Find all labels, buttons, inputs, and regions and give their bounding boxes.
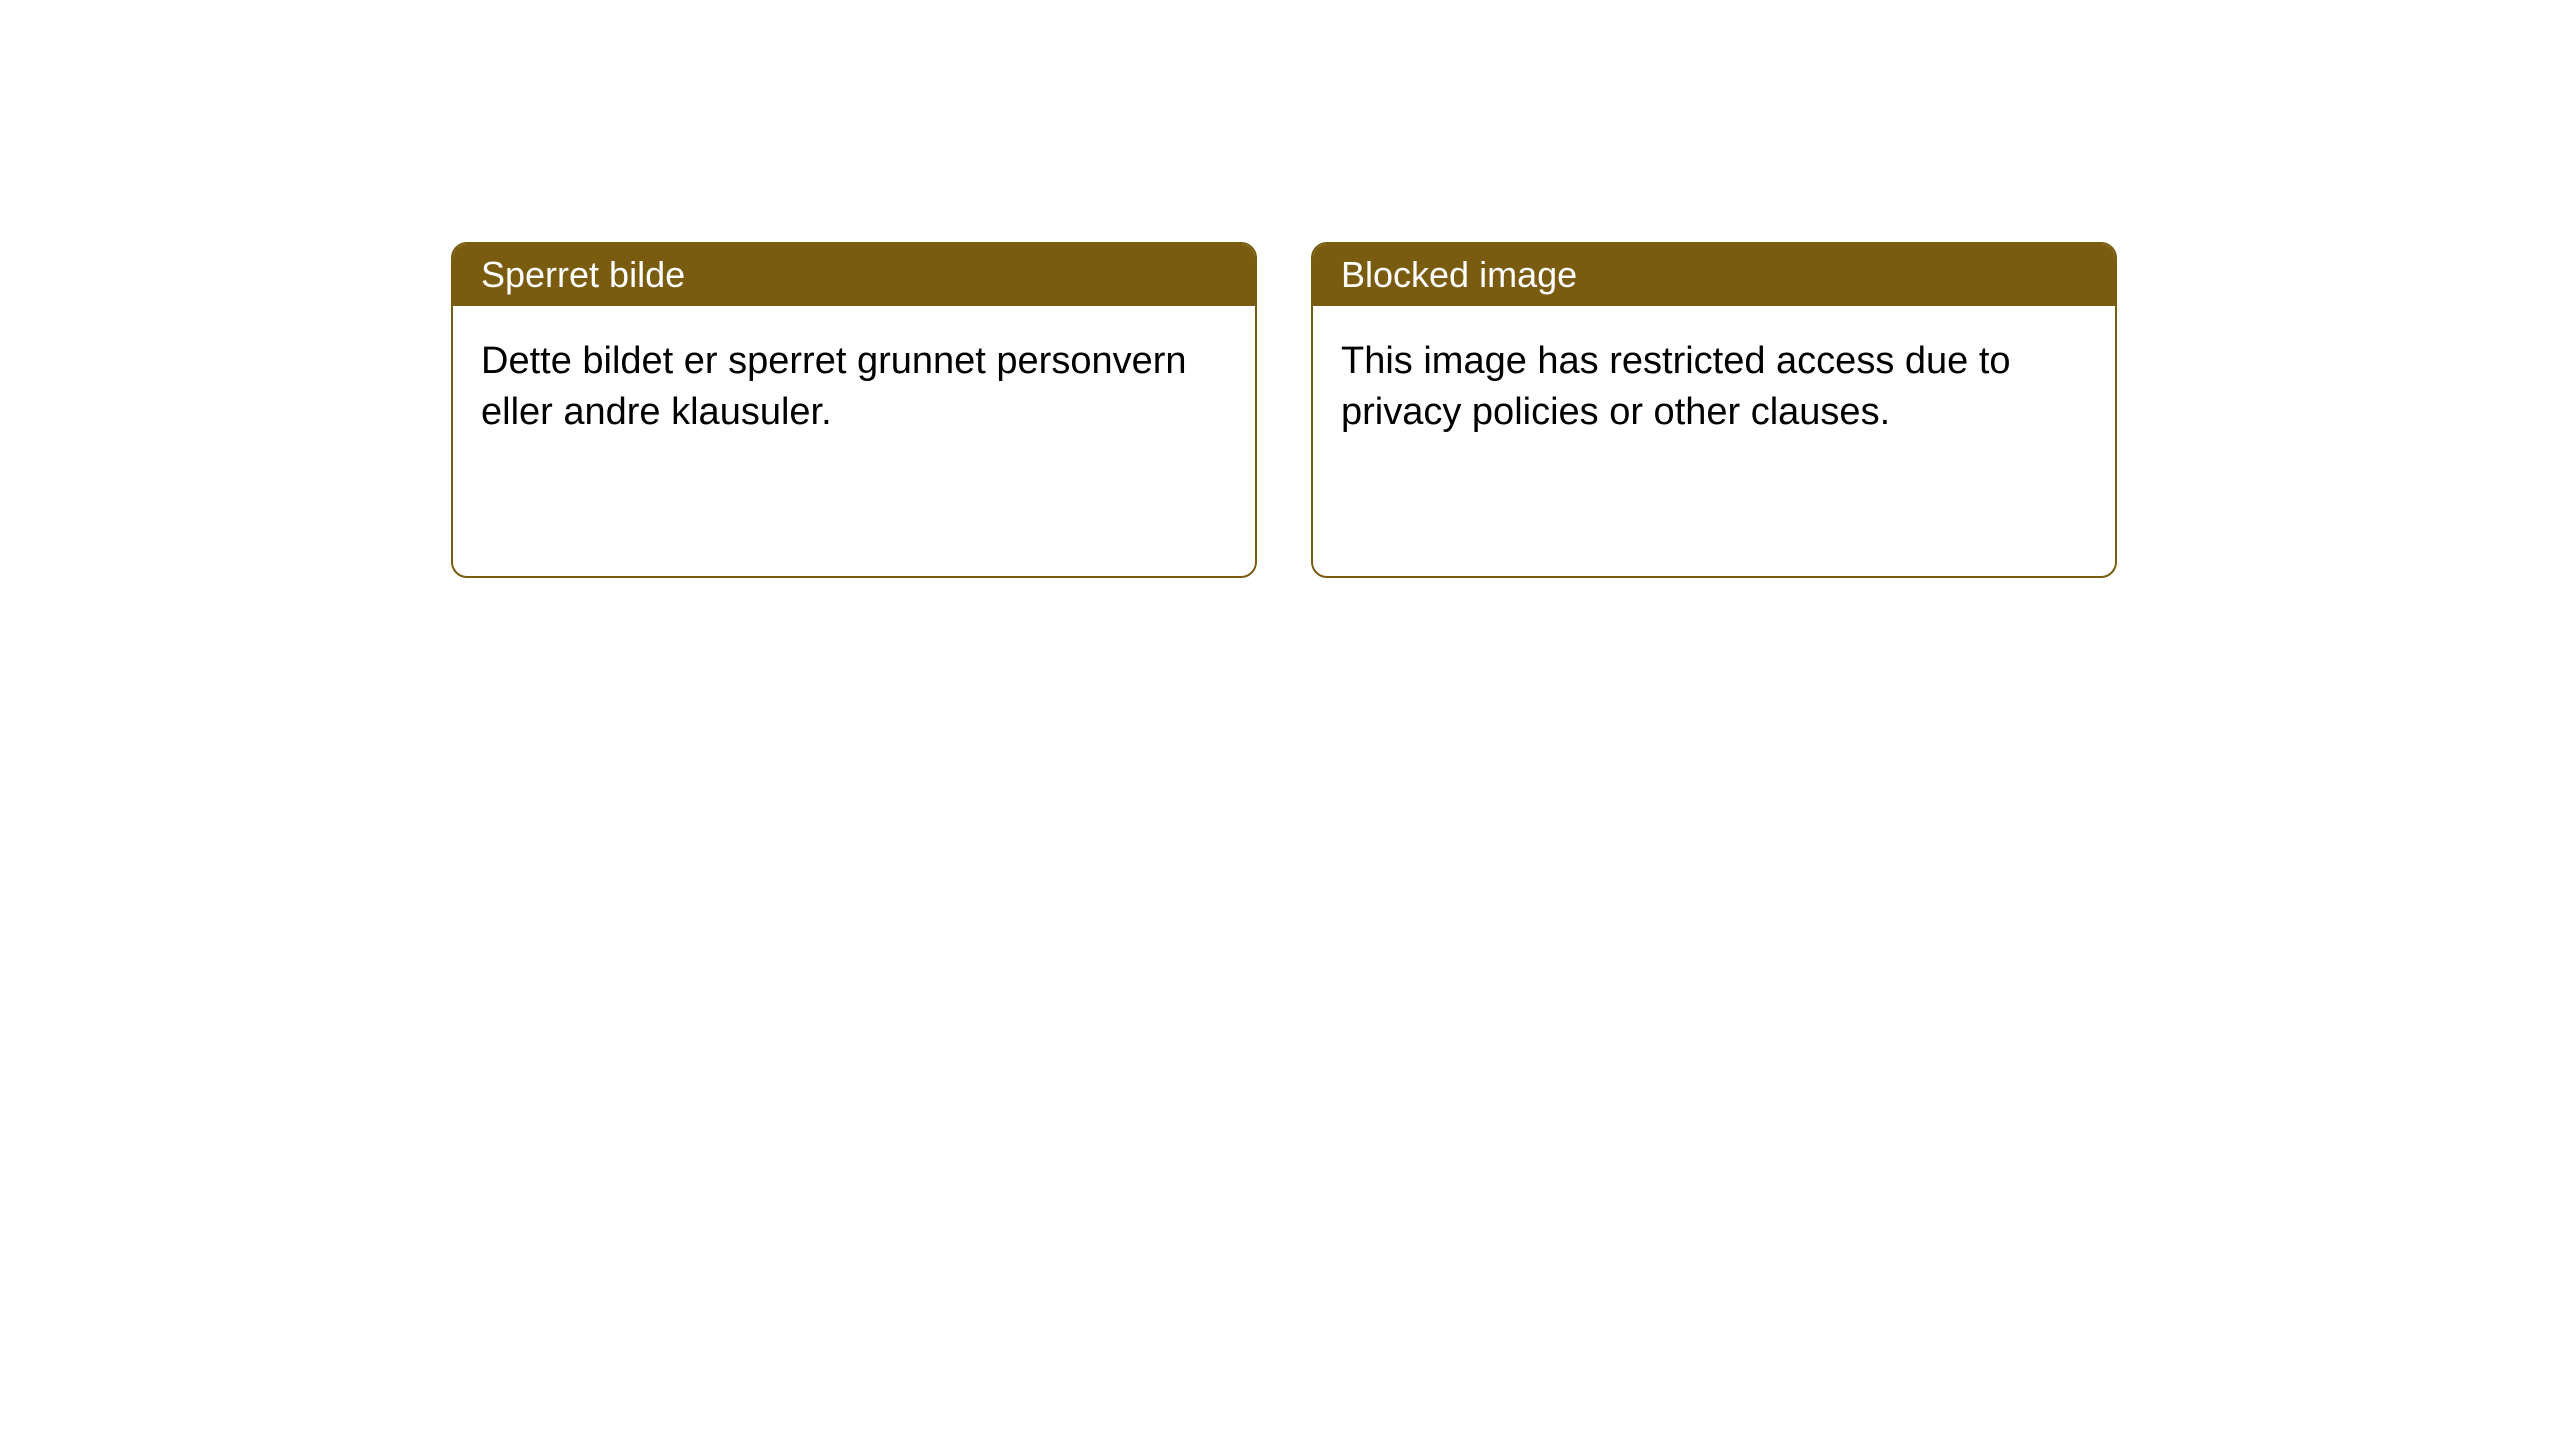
notice-box-english: Blocked image This image has restricted … bbox=[1311, 242, 2117, 578]
notice-body-english: This image has restricted access due to … bbox=[1313, 306, 2115, 469]
notice-box-norwegian: Sperret bilde Dette bildet er sperret gr… bbox=[451, 242, 1257, 578]
notice-header-english: Blocked image bbox=[1313, 244, 2115, 306]
notice-body-norwegian: Dette bildet er sperret grunnet personve… bbox=[453, 306, 1255, 469]
notice-header-norwegian: Sperret bilde bbox=[453, 244, 1255, 306]
notice-container: Sperret bilde Dette bildet er sperret gr… bbox=[0, 0, 2560, 578]
